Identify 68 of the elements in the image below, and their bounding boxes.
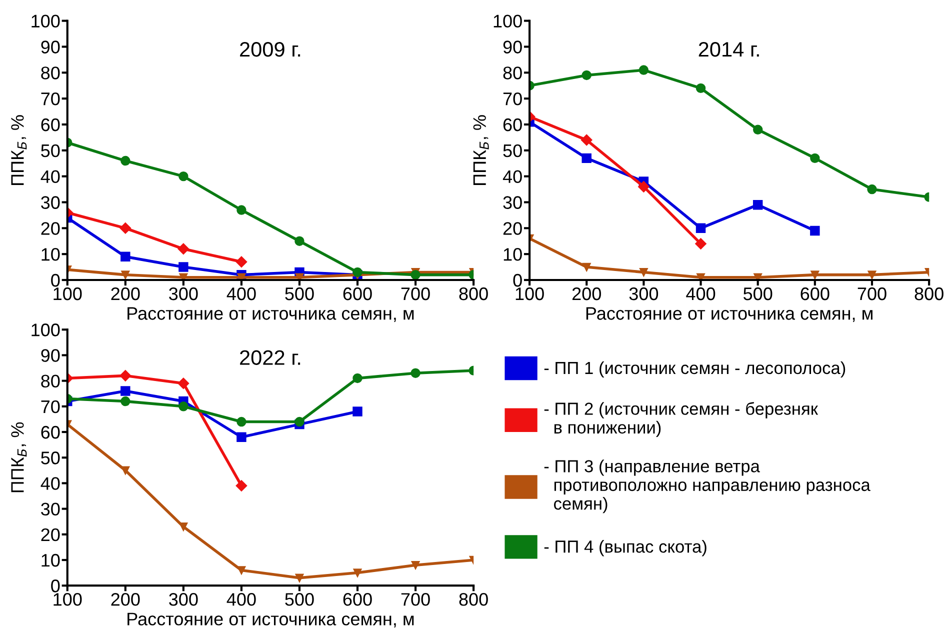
- y-tick-label: 90: [41, 40, 60, 54]
- legend-label: - ПП 3 (направление ветра противоположно направлению разноса семян): [544, 460, 870, 514]
- y-tick-label: 10: [504, 248, 522, 261]
- y-tick-label: 20: [41, 528, 60, 542]
- legend-label: - ПП 4 (выпас скота): [544, 540, 706, 556]
- x-axis-title: Расстояние от источника семян, м: [586, 307, 872, 322]
- y-tick-label: 70: [41, 400, 60, 414]
- y-tick-label: 90: [41, 349, 60, 362]
- y-tick-label: 60: [503, 118, 522, 132]
- text: 2009 г.: [240, 42, 300, 57]
- x-tick-label: 500: [285, 287, 314, 300]
- x-tick-label: 600: [343, 287, 372, 300]
- x-tick-label: 400: [686, 287, 716, 300]
- x-tick-label: 600: [800, 287, 830, 300]
- y-tick-label: 40: [502, 170, 522, 184]
- y-tick-label: 80: [41, 66, 60, 80]
- y-tick-label: 70: [41, 92, 60, 106]
- y-tick-label: 50: [41, 452, 60, 464]
- y-tick-label: 20: [503, 222, 522, 235]
- text: 2014 г.: [698, 42, 759, 57]
- x-axis-title: Расстояние от источника семян, м: [128, 612, 414, 628]
- x-tick-label: 200: [111, 287, 140, 300]
- y-tick-label: 100: [32, 324, 60, 336]
- y-tick-label: 30: [503, 196, 522, 209]
- x-tick-label: 800: [459, 593, 488, 606]
- y-tick-label: 60: [41, 118, 60, 132]
- x-tick-label: 700: [401, 593, 430, 606]
- y-tick-label: 40: [40, 170, 60, 184]
- y-axis-title: ППК$_{Б}$, %: [11, 422, 27, 492]
- x-tick-label: 700: [858, 287, 886, 300]
- y-tick-label: 30: [41, 502, 60, 516]
- x-tick-label: 300: [169, 287, 198, 300]
- y-axis-title: ППК$_{Б}$, %: [473, 115, 489, 185]
- y-tick-label: 20: [41, 222, 60, 235]
- x-tick-label: 100: [516, 287, 544, 300]
- x-tick-label: 600: [343, 593, 372, 606]
- y-tick-label: 30: [41, 196, 60, 209]
- y-tick-label: 100: [32, 14, 60, 28]
- x-tick-label: 300: [629, 287, 658, 300]
- y-tick-label: 90: [503, 40, 522, 54]
- y-tick-label: 10: [42, 248, 60, 261]
- x-tick-label: 500: [285, 593, 314, 606]
- x-tick-label: 800: [914, 287, 944, 300]
- x-tick-label: 300: [169, 593, 198, 606]
- y-tick-label: 80: [41, 374, 60, 388]
- y-axis-title: ППК$_{Б}$, %: [11, 115, 27, 185]
- x-tick-label: 800: [459, 287, 488, 300]
- y-tick-label: 0: [513, 274, 522, 287]
- y-tick-label: 40: [40, 477, 60, 490]
- y-tick-label: 70: [503, 92, 522, 106]
- y-tick-label: 0: [51, 274, 60, 287]
- legend-label: - ПП 2 (источник семян - березняк в понижении): [544, 402, 818, 438]
- y-tick-label: 50: [41, 144, 60, 158]
- x-axis-title: Расстояние от источника семян, м: [128, 307, 414, 322]
- x-tick-label: 400: [226, 287, 256, 300]
- y-tick-label: 0: [51, 580, 60, 592]
- y-tick-label: 50: [503, 144, 522, 158]
- y-tick-label: 60: [41, 426, 60, 439]
- y-tick-label: 10: [42, 554, 60, 567]
- x-tick-label: 700: [401, 287, 430, 300]
- x-tick-label: 200: [111, 593, 140, 606]
- legend-label: - ПП 1 (источник семян - лесополоса): [544, 361, 846, 378]
- x-tick-label: 200: [572, 287, 601, 300]
- text: 2022 г.: [240, 350, 300, 365]
- x-tick-label: 500: [744, 287, 772, 300]
- y-tick-label: 100: [494, 14, 522, 28]
- y-tick-label: 80: [503, 66, 522, 80]
- x-tick-label: 400: [226, 593, 256, 606]
